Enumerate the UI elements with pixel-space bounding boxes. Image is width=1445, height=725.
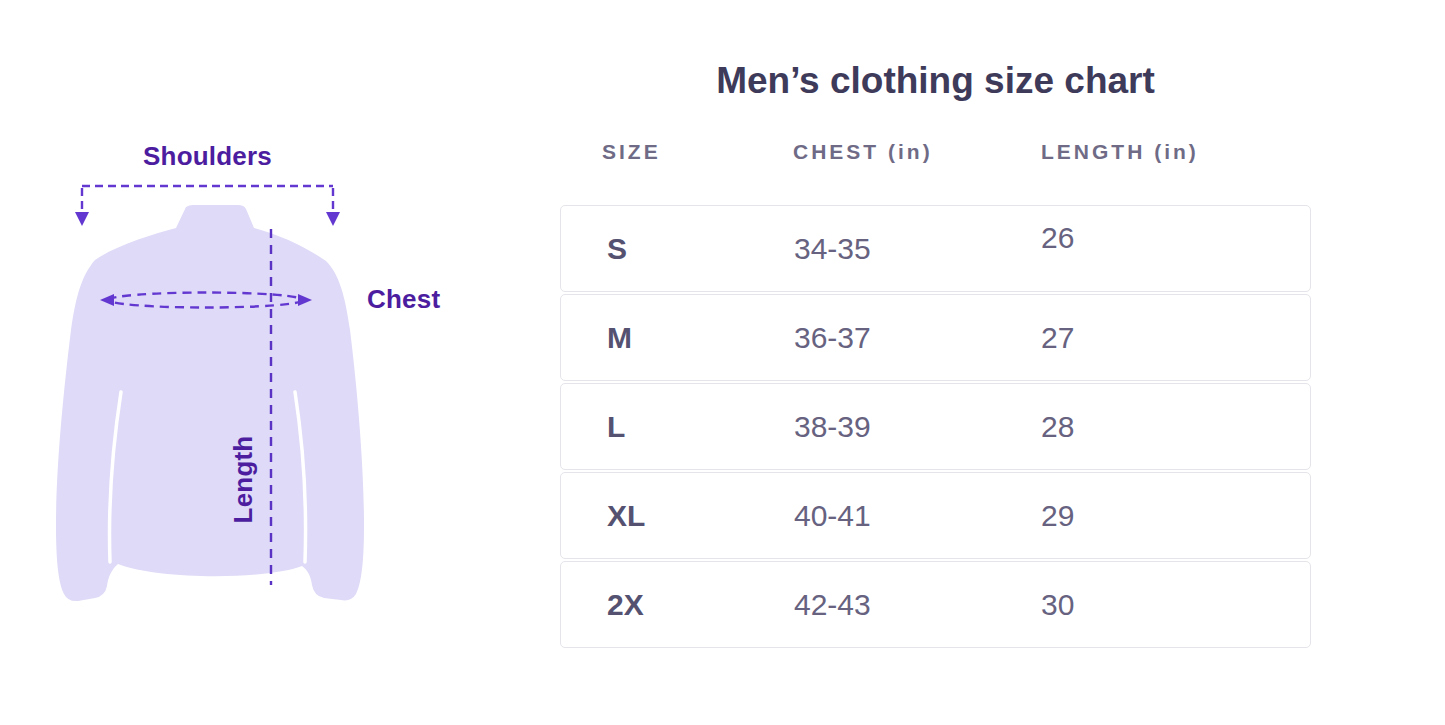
length-label: Length xyxy=(228,414,259,546)
table-body: S 34-35 26 M 36-37 27 L 38-39 28 XL 40-4… xyxy=(560,205,1311,650)
length-cell: 26 xyxy=(1041,195,1074,280)
column-header-chest: CHEST (in) xyxy=(793,140,933,164)
size-chart-infographic: Shoulders Chest Length Men’s clothing si… xyxy=(0,0,1445,725)
table-row-m: M 36-37 27 xyxy=(560,294,1311,381)
shoulders-label: Shoulders xyxy=(82,141,333,172)
chest-label: Chest xyxy=(367,284,440,315)
shirt-silhouette xyxy=(56,205,364,601)
table-row-l: L 38-39 28 xyxy=(560,383,1311,470)
size-cell: S xyxy=(607,206,627,291)
size-cell: 2X xyxy=(607,562,644,647)
size-cell: L xyxy=(607,384,625,469)
page-title: Men’s clothing size chart xyxy=(560,60,1311,102)
shirt-back-illustration xyxy=(0,0,500,725)
table-row-xl: XL 40-41 29 xyxy=(560,472,1311,559)
chest-cell: 36-37 xyxy=(794,295,871,380)
chest-cell: 40-41 xyxy=(794,473,871,558)
size-cell: M xyxy=(607,295,632,380)
size-chart-table: Men’s clothing size chart SIZE CHEST (in… xyxy=(560,0,1311,725)
table-header-row: SIZE CHEST (in) LENGTH (in) xyxy=(560,140,1311,168)
shoulders-arrowhead-right-icon xyxy=(326,212,340,226)
length-cell: 27 xyxy=(1041,295,1074,380)
chest-cell: 38-39 xyxy=(794,384,871,469)
shoulders-arrowhead-left-icon xyxy=(75,212,89,226)
length-cell: 30 xyxy=(1041,562,1074,647)
column-header-length: LENGTH (in) xyxy=(1041,140,1199,164)
chest-cell: 34-35 xyxy=(794,206,871,291)
length-cell: 28 xyxy=(1041,384,1074,469)
chest-cell: 42-43 xyxy=(794,562,871,647)
table-row-s: S 34-35 26 xyxy=(560,205,1311,292)
shirt-measurement-figure: Shoulders Chest Length xyxy=(0,0,500,725)
column-header-size: SIZE xyxy=(602,140,661,164)
table-row-2x: 2X 42-43 30 xyxy=(560,561,1311,648)
size-cell: XL xyxy=(607,473,645,558)
length-cell: 29 xyxy=(1041,473,1074,558)
